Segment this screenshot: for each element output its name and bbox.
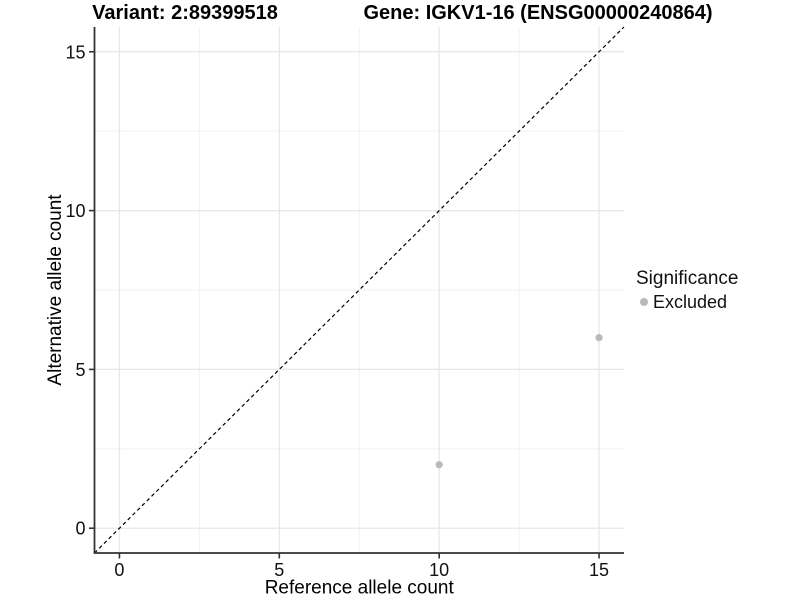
x-axis-title: Reference allele count <box>265 578 455 599</box>
legend-item-excluded: Excluded <box>636 292 738 312</box>
excluded-point-icon <box>640 298 648 306</box>
x-tick-label: 0 <box>114 560 124 580</box>
x-tick-label: 5 <box>274 560 284 580</box>
data-point <box>595 334 603 342</box>
legend-title: Significance <box>636 268 739 289</box>
y-tick-label: 5 <box>75 360 85 380</box>
y-axis-title: Alternative allele count <box>45 194 66 386</box>
legend: Significance Excluded <box>636 268 738 312</box>
y-tick-label: 15 <box>65 42 85 62</box>
x-tick-label: 15 <box>589 560 609 580</box>
x-tick-label: 10 <box>429 560 449 580</box>
data-point <box>435 461 443 469</box>
variant-title: Variant: 2:89399518 <box>92 2 278 24</box>
y-tick-label: 0 <box>75 519 85 539</box>
y-tick-label: 10 <box>65 201 85 221</box>
gene-title: Gene: IGKV1-16 (ENSG00000240864) <box>363 2 713 24</box>
legend-item-label: Excluded <box>653 292 728 312</box>
